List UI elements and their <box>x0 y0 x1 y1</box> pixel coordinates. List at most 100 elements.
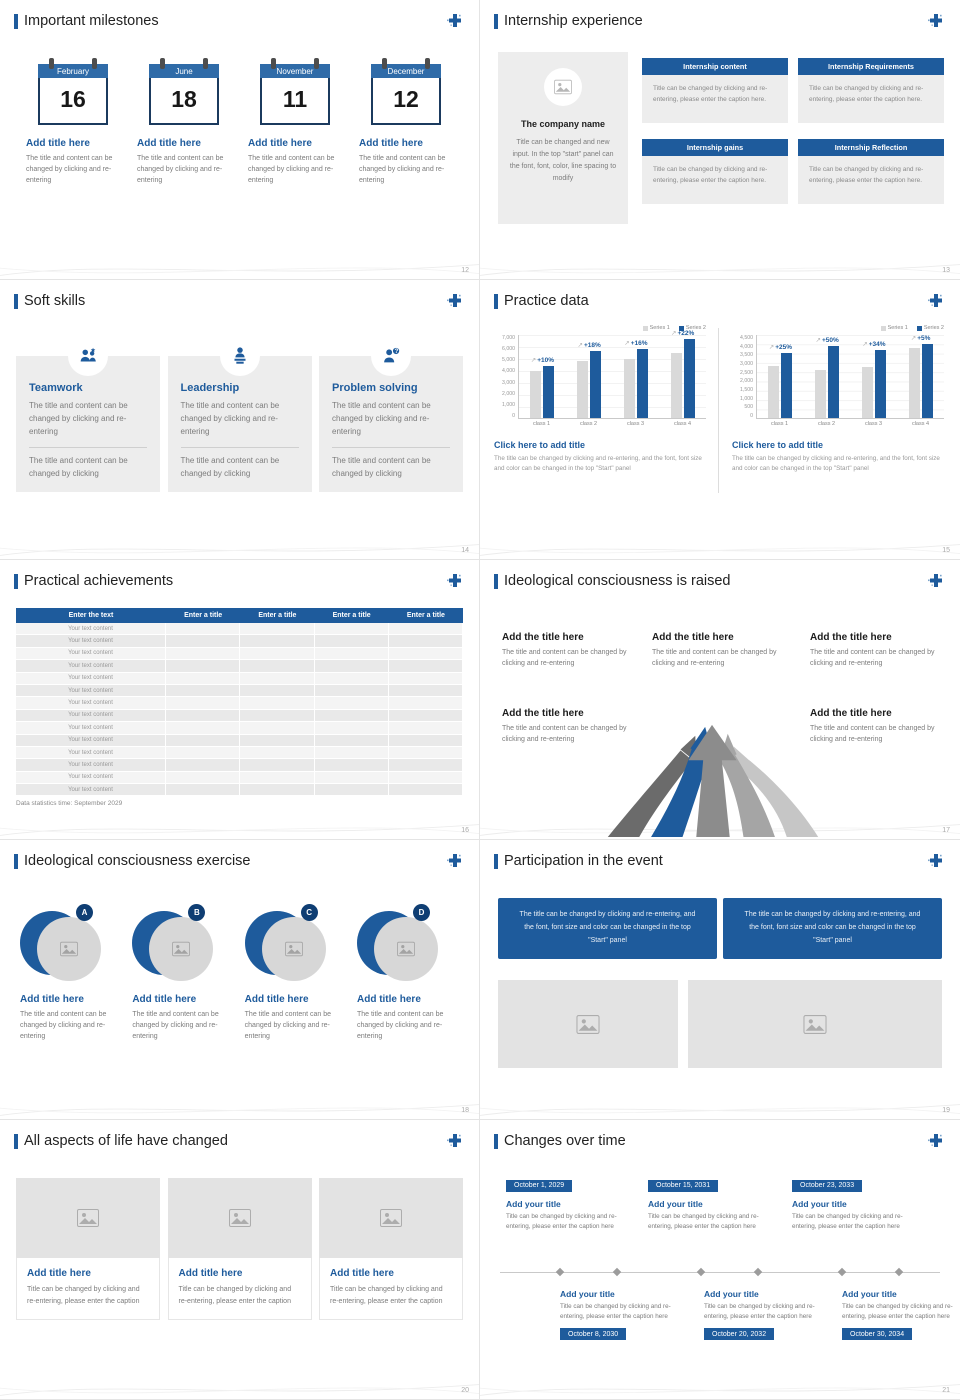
title-accent-bar <box>494 573 498 589</box>
card-body: Add title here Title can be changed by c… <box>319 1258 463 1321</box>
y-tick-label: 1,000 <box>502 401 515 408</box>
calendar-february: February 16 <box>38 58 108 125</box>
bar-series-1 <box>815 370 827 418</box>
raised-block: Add the title here The title and content… <box>652 632 794 669</box>
table-cell-empty <box>315 623 389 635</box>
page-number: 21 <box>942 1387 950 1394</box>
table-row: Your text content <box>16 660 463 673</box>
internship-box-header: Internship gains <box>642 139 788 156</box>
table-header-cell: Enter the text <box>68 612 114 619</box>
calendar-day: 11 <box>260 78 330 125</box>
milestone-title: Add title here <box>137 138 201 149</box>
card-caption: Title can be changed by clicking and re-… <box>178 1286 292 1305</box>
bar-series-2 <box>636 349 648 418</box>
timeline-node <box>894 1267 904 1277</box>
table-cell-text: Your text content <box>16 784 166 796</box>
table-cell-empty <box>240 697 315 709</box>
internship-box-caption: Title can be changed by clicking and re-… <box>642 75 788 123</box>
x-category-label: class 2 <box>817 421 836 427</box>
teamwork-icon <box>68 336 108 376</box>
table-row: Your text content <box>16 709 463 723</box>
skill-text: The title and content can be changed by … <box>180 401 280 437</box>
slide-internship-experience: Internship experience The company name T… <box>480 0 960 280</box>
block-caption: The title and content can be changed by … <box>810 725 935 744</box>
data-statistics-note: Data statistics time: September 2029 <box>16 800 123 808</box>
slide-header: Ideological consciousness exercise <box>14 853 251 869</box>
chart-title-link[interactable]: Click here to add title <box>732 440 824 450</box>
x-axis-labels: class 1 class 2 class 3 class 4 <box>756 421 944 427</box>
image-placeholder-icon <box>149 917 214 981</box>
slide-header: All aspects of life have changed <box>14 1133 228 1149</box>
milestone-item: December 12 Add title here The title and… <box>359 58 453 187</box>
slide-all-aspects-changed: All aspects of life have changed Add tit… <box>0 1120 480 1400</box>
chart-title-link[interactable]: Click here to add title <box>494 440 586 450</box>
bar-series-2 <box>874 350 886 418</box>
decorative-wave <box>0 1104 479 1116</box>
percent-label: ↗+10% <box>530 357 554 364</box>
bar-series-2 <box>683 339 695 418</box>
timeline-caption: Title can be changed by clicking and re-… <box>842 1303 953 1321</box>
page-title: Changes over time <box>504 1133 626 1149</box>
table-cell-empty <box>315 709 389 722</box>
x-category-label: class 1 <box>532 421 551 427</box>
title-accent-bar <box>14 13 18 29</box>
table-row: Your text content <box>16 697 463 710</box>
exercise-title: Add title here <box>20 994 84 1005</box>
block-caption: The title and content can be changed by … <box>502 649 627 668</box>
table-cell-empty <box>166 697 241 709</box>
table-cell-empty <box>389 647 463 660</box>
table-cell-empty <box>389 697 463 709</box>
image-card: Add title here Title can be changed by c… <box>16 1178 160 1321</box>
timeline-title: Add your title <box>842 1289 897 1299</box>
table-cell-empty <box>166 623 241 635</box>
slide-practical-achievements: Practical achievements Enter the text En… <box>0 560 480 840</box>
y-tick-label: 1,000 <box>740 395 753 402</box>
table-cell-empty <box>315 746 389 759</box>
image-placeholder <box>319 1178 463 1258</box>
title-accent-bar <box>14 293 18 309</box>
bar-group: ↗+50% <box>815 335 840 418</box>
bar-series-1 <box>670 353 682 418</box>
page-number: 19 <box>942 1107 950 1114</box>
calendar-day: 18 <box>149 78 219 125</box>
table-cell-empty <box>240 734 315 746</box>
slide-header: Participation in the event <box>494 853 663 869</box>
decorative-wave <box>480 1384 960 1396</box>
image-placeholder-icon <box>544 68 582 106</box>
chart-caption: The title can be changed by clicking and… <box>732 455 940 473</box>
table-cell-empty <box>389 635 463 647</box>
slide-changes-over-time: Changes over time October 1, 2029 Add yo… <box>480 1120 960 1400</box>
table-cell-empty <box>240 623 315 635</box>
x-category-label: class 3 <box>626 421 645 427</box>
chart-legend: Series 1 Series 2 <box>732 324 944 332</box>
bar-group: ↗+25% <box>768 335 793 418</box>
road-arrow-graphic <box>607 724 819 837</box>
bar-series-1 <box>908 348 920 418</box>
x-category-label: class 2 <box>579 421 598 427</box>
y-axis: 7,000 6,000 5,000 4,000 3,000 2,000 1,000 0 <box>494 335 518 419</box>
growth-arrow-icon: ↗ <box>815 337 821 344</box>
table-cell-empty <box>315 672 389 684</box>
percent-label: ↗+22% <box>670 330 695 337</box>
exercise-caption: The title and content can be changed by … <box>20 1011 107 1041</box>
table-header-cell: Enter a title <box>258 612 297 619</box>
block-title: Add the title here <box>652 632 734 643</box>
achievements-table: Enter the text Enter a title Enter a tit… <box>16 608 463 807</box>
table-cell-empty <box>166 647 241 660</box>
plot: ↗+10% ↗+18% ↗+16% ↗+22% <box>518 330 706 419</box>
timeline-caption: Title can be changed by clicking and re-… <box>792 1213 903 1231</box>
slide-header: Important milestones <box>14 13 159 29</box>
internship-box: Internship content Title can be changed … <box>642 58 788 123</box>
title-accent-bar <box>14 573 18 589</box>
slide-header: Changes over time <box>494 1133 626 1149</box>
slide-header: Practical achievements <box>14 573 173 589</box>
company-caption: Title can be changed and new input. In t… <box>509 139 617 182</box>
page-number: 18 <box>461 1107 469 1114</box>
brand-cross-icon <box>447 854 463 872</box>
page-number: 13 <box>942 267 950 274</box>
table-row: Your text content <box>16 635 463 648</box>
exercise-item-c: C Add title here The title and content c… <box>244 904 347 1043</box>
brand-cross-icon <box>928 854 944 872</box>
table-cell-empty <box>240 635 315 647</box>
table-row: Your text content <box>16 746 463 760</box>
